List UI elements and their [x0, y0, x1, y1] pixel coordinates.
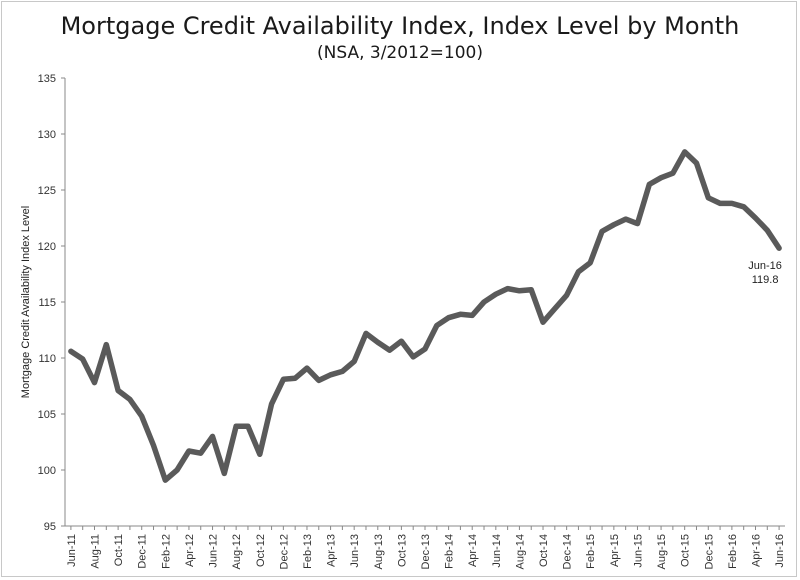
x-tick-label: Feb-14 — [444, 534, 456, 569]
chart-title: Mortgage Credit Availability Index, Inde… — [60, 12, 740, 40]
y-tick-label: 135 — [38, 73, 56, 85]
y-tick-label: 100 — [38, 465, 56, 477]
x-tick-label: Jun-14 — [491, 534, 503, 568]
x-tick-label: Jun-12 — [208, 534, 220, 568]
x-tick-label: Dec-13 — [420, 534, 432, 569]
x-tick-label: Jun-15 — [632, 534, 644, 568]
x-tick-label: Dec-12 — [278, 534, 290, 569]
x-tick-label: Jun-13 — [349, 534, 361, 568]
y-tick-label: 105 — [38, 409, 56, 421]
x-tick-label: Feb-16 — [727, 534, 739, 569]
x-tick-label: Jun-11 — [66, 534, 78, 567]
x-tick-label: Dec-15 — [703, 534, 715, 569]
y-tick-label: 130 — [38, 129, 56, 141]
x-axis-ticks: Jun-11 Aug-11 Oct-11 Dec-11 Feb-12 Apr-12 Jun-… — [66, 526, 786, 569]
x-tick-label: Dec-11 — [137, 534, 149, 569]
x-tick-label: Oct-15 — [680, 534, 692, 567]
y-tick-label: 110 — [38, 353, 56, 365]
y-tick-label: 95 — [44, 521, 56, 533]
x-tick-label: Aug-11 — [90, 534, 102, 569]
series-line — [68, 149, 782, 483]
x-tick-label: Dec-14 — [562, 534, 574, 569]
end-point-value: 119.8 — [752, 274, 779, 286]
x-tick-label: Feb-13 — [302, 534, 314, 569]
x-tick-label: Apr-14 — [467, 534, 479, 567]
x-tick-label: Apr-13 — [326, 534, 338, 567]
axes — [64, 78, 785, 527]
chart-subtitle: (NSA, 3/2012=100) — [316, 43, 484, 63]
y-axis-label: Mortgage Credit Availability Index Level — [20, 206, 32, 398]
x-tick-label: Oct-14 — [538, 534, 550, 567]
y-tick-label: 115 — [38, 297, 56, 309]
end-point-label: Jun-16 — [748, 260, 782, 272]
x-tick-label: Apr-12 — [184, 534, 196, 567]
x-tick-label: Jun-16 — [774, 534, 786, 568]
x-tick-label: Apr-16 — [750, 534, 762, 567]
x-tick-label: Oct-11 — [113, 534, 125, 566]
x-tick-label: Oct-13 — [396, 534, 408, 567]
x-tick-label: Aug-13 — [373, 534, 385, 569]
x-tick-label: Aug-15 — [656, 534, 668, 569]
x-tick-label: Apr-15 — [609, 534, 621, 567]
y-tick-label: 120 — [38, 241, 56, 253]
x-tick-label: Feb-12 — [160, 534, 172, 569]
x-tick-label: Aug-12 — [231, 534, 243, 569]
y-tick-label: 125 — [38, 185, 56, 197]
y-axis-ticks: 95 100 105 110 115 120 125 130 135 — [38, 73, 65, 533]
series-group — [68, 149, 782, 483]
x-tick-label: Feb-15 — [585, 534, 597, 569]
x-tick-label: Aug-14 — [514, 534, 526, 569]
x-tick-label: Oct-12 — [255, 534, 267, 567]
